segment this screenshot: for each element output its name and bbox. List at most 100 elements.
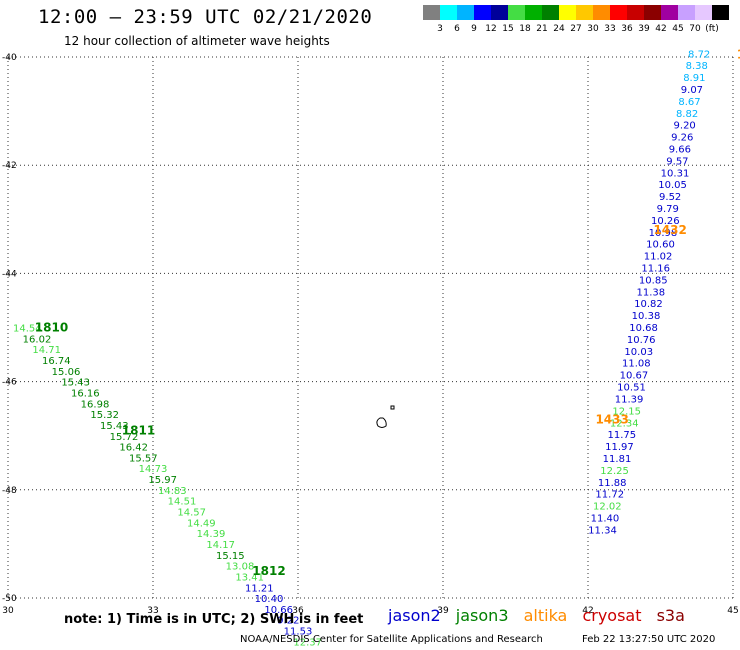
wave-height-label: 9.52 [659, 192, 681, 203]
wave-height-label: 10.51 [617, 383, 646, 394]
wave-height-label: 11.72 [595, 490, 624, 501]
wave-height-label: 10.82 [634, 299, 663, 310]
wave-height-label: 16.02 [23, 334, 52, 345]
x-tick-label: 33 [147, 606, 158, 616]
wave-height-label: 14.17 [206, 540, 235, 551]
time-label: 1812 [252, 564, 285, 578]
colorbar-swatch [508, 5, 525, 20]
island-shape [390, 405, 395, 410]
wave-height-label: 14.51 [168, 497, 197, 508]
wave-height-label: 16.98 [81, 399, 110, 410]
colorbar-label: 6 [454, 24, 460, 34]
wave-height-label: 8.91 [683, 73, 705, 84]
wave-height-label: 10.38 [632, 311, 661, 322]
colorbar-label: 39 [638, 24, 650, 34]
colorbar-swatch [678, 5, 695, 20]
y-tick-label: -40 [2, 53, 17, 63]
wave-height-label: 11.38 [637, 287, 666, 298]
x-tick-label: 45 [727, 606, 738, 616]
wave-height-label: 9.22 [277, 616, 299, 627]
wave-height-label: 11.08 [622, 359, 651, 370]
wave-height-label: 14.57 [177, 508, 206, 519]
wave-height-label: 10.85 [639, 275, 668, 286]
time-label: 1433 [595, 412, 628, 426]
colorbar-label: 12 [485, 24, 496, 34]
wave-height-label: 15.15 [216, 551, 245, 562]
wave-height-label: 10.98 [649, 228, 678, 239]
wave-height-label: 10.66 [264, 605, 293, 616]
y-tick-label: -42 [2, 161, 17, 171]
wave-height-label: 10.76 [627, 335, 656, 346]
wave-height-label: 11.39 [615, 394, 644, 405]
wave-height-label: 11.81 [603, 454, 632, 465]
wave-height-label: 10.40 [255, 594, 284, 605]
wave-height-label: 9.57 [666, 156, 688, 167]
wave-height-label: 12.25 [600, 466, 629, 477]
wave-height-label: 15.32 [90, 410, 119, 421]
colorbar-label: 36 [621, 24, 633, 34]
wave-height-label: 15.43 [61, 378, 90, 389]
wave-height-label: 8.72 [688, 49, 710, 60]
colorbar-swatch [593, 5, 610, 20]
colorbar-swatch [576, 5, 593, 20]
colorbar-label: 30 [587, 24, 599, 34]
time-label: 14 [737, 47, 740, 61]
wave-height-label: 15.97 [148, 475, 177, 486]
colorbar: 3 6 9 12 15 18 21 24 27 30 33 36 39 42 45 70 (ft) [423, 5, 729, 34]
y-tick-label: -48 [2, 486, 17, 496]
colorbar-swatch [610, 5, 627, 20]
colorbar-swatch [712, 5, 729, 20]
colorbar-swatch [695, 5, 712, 20]
colorbar-swatch [423, 5, 440, 20]
wave-height-label: 14.54 [13, 324, 42, 335]
y-tick-label: -46 [2, 378, 17, 388]
wave-height-label: 11.53 [284, 627, 313, 638]
footer-credit: NOAA/NESDIS Center for Satellite Applica… [240, 634, 543, 645]
wave-height-label: 16.42 [119, 443, 148, 454]
footer-note: note: 1) Time is in UTC; 2) SWH is in fe… [64, 612, 364, 627]
wave-height-label: 8.82 [676, 109, 698, 120]
wave-height-label: 12.15 [612, 406, 641, 417]
wave-height-label: 15.57 [129, 453, 158, 464]
x-tick-label: 30 [2, 606, 14, 616]
time-label: 1432 [653, 223, 686, 237]
wave-height-label: 10.03 [624, 347, 653, 358]
colorbar-swatch [559, 5, 576, 20]
time-label: 1810 [35, 321, 68, 335]
x-tick-label: 42 [582, 606, 593, 616]
colorbar-label: 24 [553, 24, 565, 34]
wave-height-label: 11.34 [588, 525, 617, 536]
colorbar-label: 27 [570, 24, 581, 34]
wave-height-label: 14.83 [158, 486, 187, 497]
wave-height-label: 15.06 [52, 367, 81, 378]
colorbar-label: 18 [519, 24, 531, 34]
y-tick-label: -44 [2, 269, 17, 279]
wave-height-label: 16.16 [71, 389, 100, 400]
wave-height-label: 15.43 [100, 421, 129, 432]
island-shape [376, 417, 387, 428]
wave-height-label: 8.67 [678, 97, 700, 108]
colorbar-label: 33 [604, 24, 615, 34]
island-outline [376, 405, 395, 428]
legend-jason2: jason2 [388, 606, 441, 625]
colorbar-swatch [542, 5, 559, 20]
wave-height-label: 8.38 [686, 61, 708, 72]
plot-area: 30 33 36 39 42 45 -40 -42 -44 -46 -48 -50 14.5416.02… [2, 47, 740, 648]
wave-height-label: 15.72 [110, 432, 139, 443]
colorbar-label: 21 [536, 24, 547, 34]
legend-altika: altika [523, 606, 568, 625]
wave-height-label: 11.02 [644, 252, 673, 263]
wave-height-label: 11.16 [641, 264, 670, 275]
colorbar-swatch [644, 5, 661, 20]
wave-height-label: 10.31 [661, 168, 690, 179]
wave-height-label: 16.74 [42, 356, 71, 367]
colorbar-label: 15 [502, 24, 513, 34]
wave-height-label: 13.08 [226, 562, 255, 573]
wave-height-label: 11.40 [591, 513, 620, 524]
colorbar-label: 9 [471, 24, 477, 34]
wave-height-label: 11.88 [598, 478, 627, 489]
wave-height-label: 10.26 [651, 216, 680, 227]
colorbar-swatch [457, 5, 474, 20]
colorbar-label: 3 [437, 24, 443, 34]
